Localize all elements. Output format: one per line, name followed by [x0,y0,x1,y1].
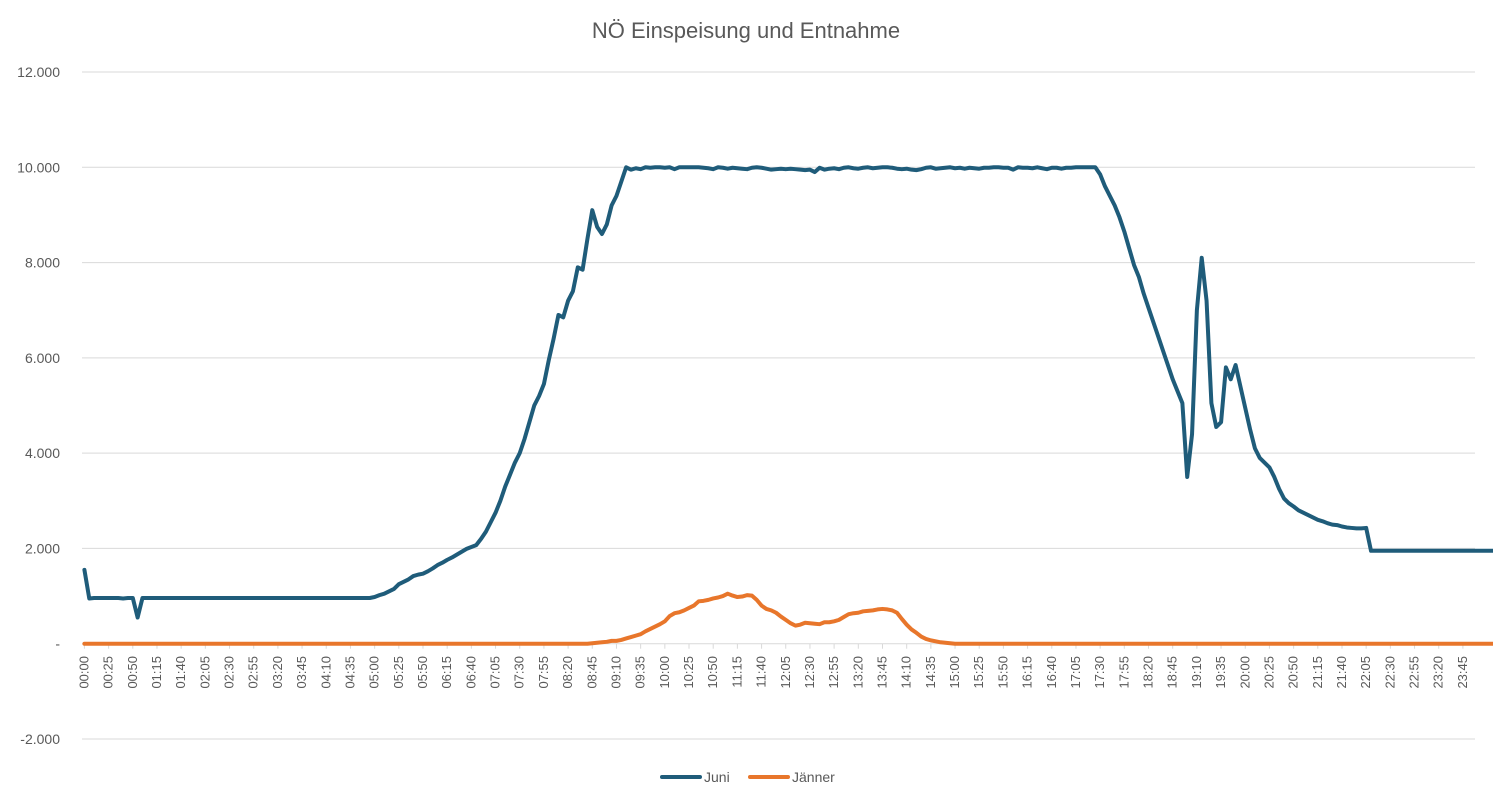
x-tick-label: 15:00 [947,656,962,689]
x-tick-label: 08:20 [560,656,575,689]
x-tick-label: 00:25 [101,656,116,689]
x-tick-label: 13:20 [850,656,865,689]
x-tick-label: 07:55 [536,656,551,689]
y-tick-label: 2.000 [25,540,60,556]
x-tick-label: 01:15 [149,656,164,689]
series-lines [82,165,1493,646]
x-tick-label: 12:30 [802,656,817,689]
x-tick-label: 06:15 [439,656,454,689]
x-tick-label: 07:30 [512,656,527,689]
x-tick-label: 15:50 [995,656,1010,689]
x-tick-label: 16:40 [1044,656,1059,689]
x-tick-label: 15:25 [971,656,986,689]
x-tick-label: 20:25 [1261,656,1276,689]
x-tick-label: 03:45 [294,656,309,689]
y-tick-label: 8.000 [25,255,60,271]
x-tick-label: 05:50 [415,656,430,689]
x-tick-label: 05:25 [391,656,406,689]
x-tick-label: 20:00 [1237,656,1252,689]
series-line-juni [82,165,1493,620]
x-tick-label: 01:40 [173,656,188,689]
x-tick-label: 02:30 [222,656,237,689]
x-tick-label: 14:35 [923,656,938,689]
x-tick-label: 10:00 [657,656,672,689]
x-tick-label: 09:35 [633,656,648,689]
x-tick-label: 05:00 [367,656,382,689]
y-tick-label: 10.000 [17,159,60,175]
x-tick-label: 11:15 [729,656,744,688]
y-tick-label: 12.000 [17,64,60,80]
y-tick-label: 4.000 [25,445,60,461]
x-tick-label: 03:20 [270,656,285,689]
legend: Juni Jänner [660,769,835,785]
x-tick-label: 08:45 [584,656,599,689]
x-tick-label: 04:10 [318,656,333,689]
legend-label-jaenner: Jänner [792,769,835,785]
series-line-jaenner [82,591,1493,646]
y-tick-label: 6.000 [25,350,60,366]
y-tick-label: -2.000 [20,731,60,747]
x-tick-label: 12:55 [826,656,841,689]
x-tick-label: 18:45 [1165,656,1180,689]
x-tick-label: 09:10 [608,656,623,689]
x-tick-label: 10:25 [681,656,696,689]
x-tick-label: 17:55 [1116,656,1131,689]
x-tick-label: 23:20 [1431,656,1446,689]
x-tick-label: 22:05 [1358,656,1373,689]
x-tick-label: 06:40 [463,656,478,689]
x-tick-label: 22:30 [1382,656,1397,689]
x-tick-label: 22:55 [1407,656,1422,689]
x-tick-label: 02:55 [246,656,261,689]
x-tick-label: 21:40 [1334,656,1349,689]
x-tick-label: 12:05 [778,656,793,689]
x-tick-label: 04:35 [342,656,357,689]
x-tick-label: 16:15 [1020,656,1035,689]
x-tick-label: 13:45 [874,656,889,689]
x-tick-label: 07:05 [488,656,503,689]
gridlines [82,71,1475,740]
x-tick-label: 17:30 [1092,656,1107,689]
x-tick-label: 10:50 [705,656,720,689]
x-tick-label: 18:20 [1141,656,1156,689]
x-tick-label: 21:15 [1310,656,1325,689]
x-tick-label: 11:40 [754,656,769,688]
x-tick-label: 23:45 [1455,656,1470,689]
y-tick-label: - [55,636,60,652]
x-tick-label: 02:05 [197,656,212,689]
x-tick-label: 19:35 [1213,656,1228,689]
x-tick-label: 17:05 [1068,656,1083,689]
x-tick-label: 14:10 [899,656,914,689]
x-tick-label: 20:50 [1286,656,1301,689]
x-tick-label: 19:10 [1189,656,1204,689]
x-tick-label: 00:50 [125,656,140,689]
chart-title: NÖ Einspeisung und Entnahme [592,18,900,43]
x-tick-label: 00:00 [76,656,91,689]
legend-label-juni: Juni [704,769,730,785]
x-axis-tick-labels: 00:00 00:25 00:50 01:15 01:40 02:05 02:30 02:55… [76,643,1470,689]
